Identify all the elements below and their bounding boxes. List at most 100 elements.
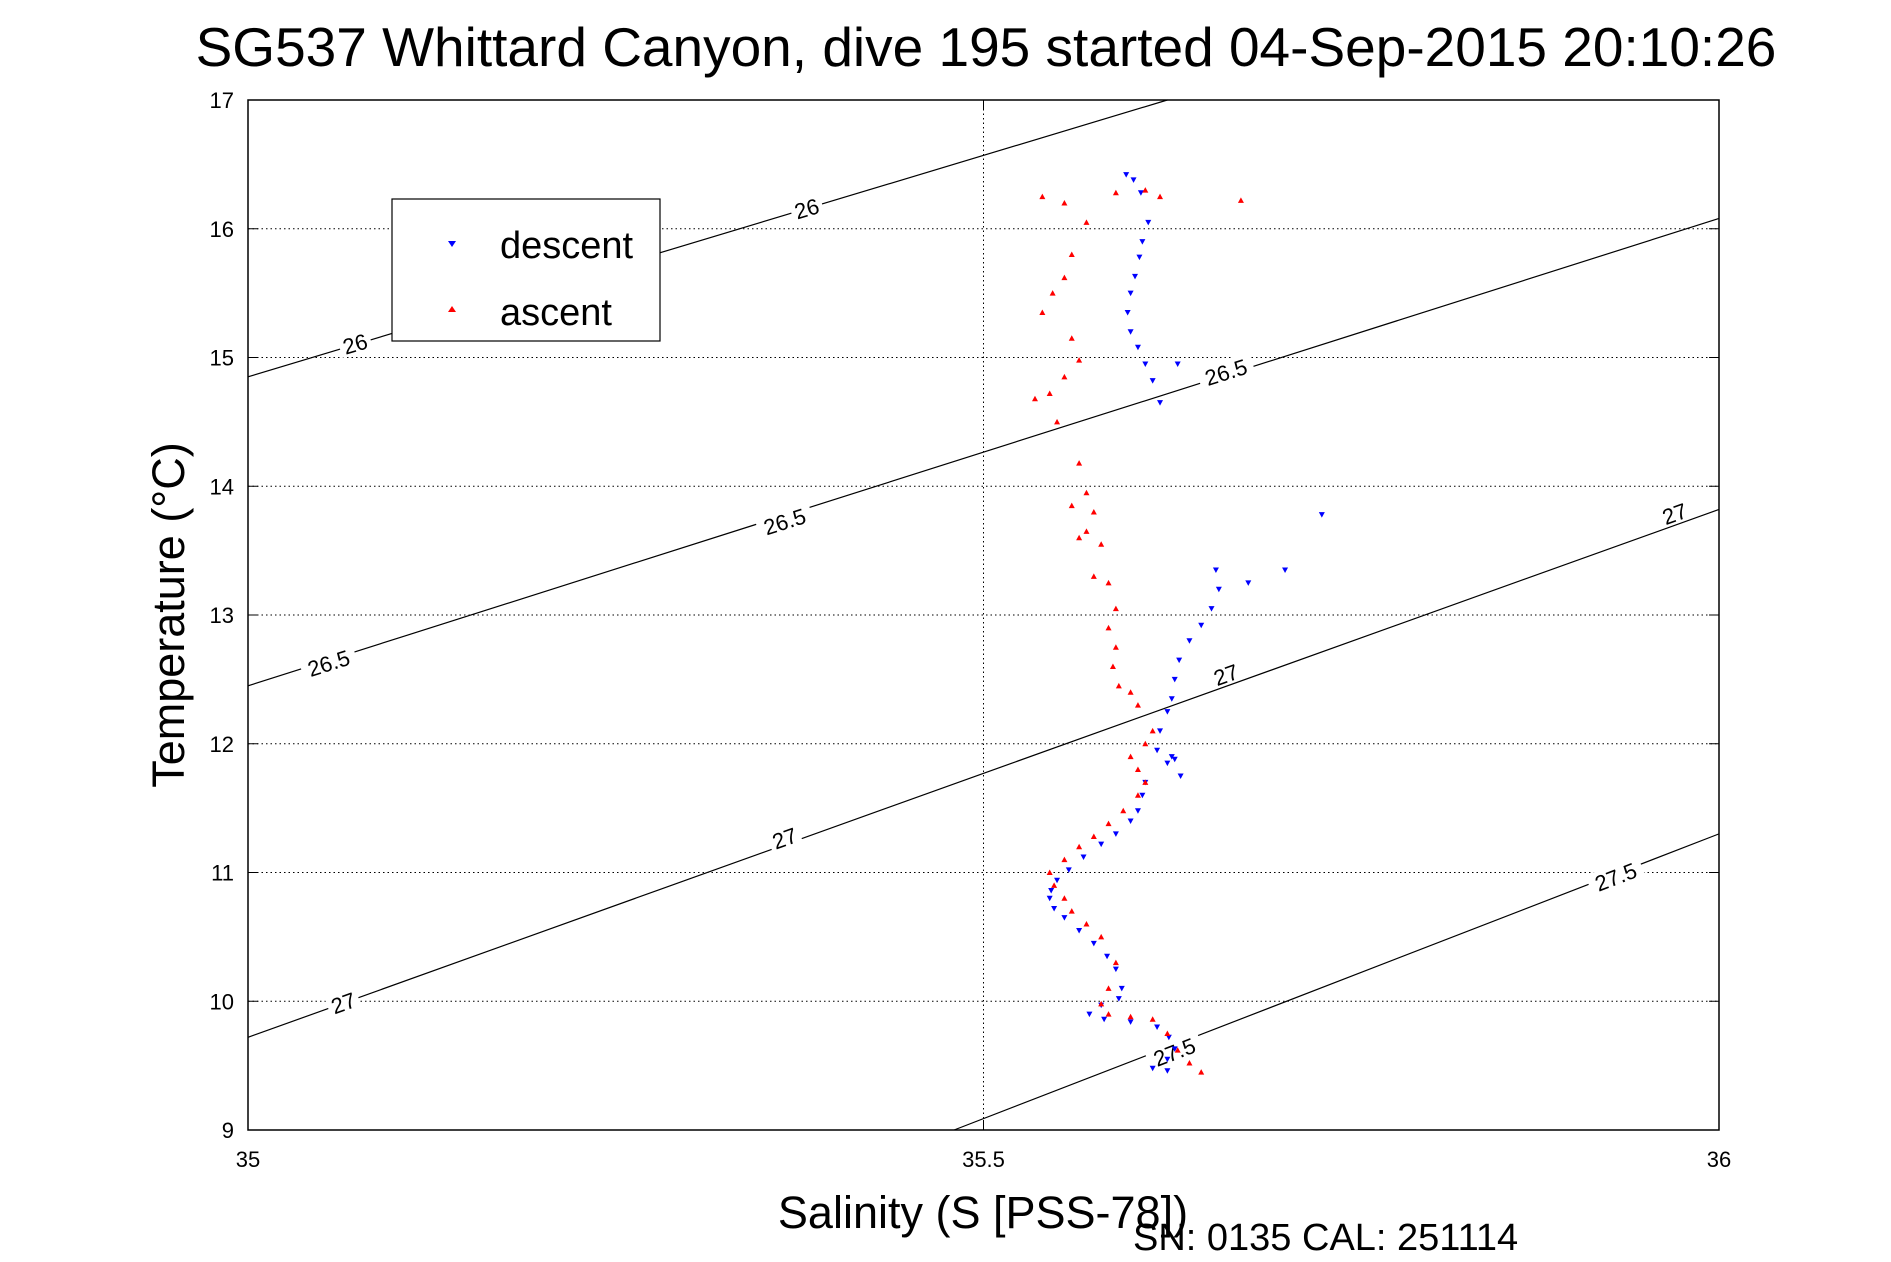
descent-point: [1086, 1011, 1093, 1018]
descent-point: [1124, 309, 1131, 316]
contour-label-bg: [754, 501, 815, 540]
density-contour-label-group: 27: [1655, 496, 1693, 530]
descent-point: [1076, 927, 1083, 934]
descent-point: [1154, 1024, 1161, 1030]
density-contour-label: 27.5: [1150, 1033, 1199, 1072]
density-contour-label-group: 26.5: [1195, 352, 1256, 391]
contour-label-bg: [787, 192, 825, 223]
descent-point: [1164, 760, 1171, 767]
ascent-point: [1039, 309, 1046, 315]
descent-point: [1157, 728, 1164, 734]
density-contour-label-group: 26.5: [298, 643, 359, 682]
ascent-point: [1115, 682, 1122, 689]
descent-point: [1208, 606, 1215, 612]
ascent-point: [1109, 663, 1116, 669]
contour-label-bg: [765, 821, 804, 853]
descent-point: [1198, 622, 1205, 629]
ascent-point: [1098, 541, 1105, 547]
descent-point: [1282, 567, 1289, 573]
ascent-point: [1142, 779, 1149, 785]
ascent-point: [1068, 502, 1075, 509]
series-ascent: [1031, 187, 1244, 1075]
descent-point: [1080, 854, 1087, 861]
descent-point: [1165, 1034, 1172, 1041]
ascent-point: [1098, 1000, 1105, 1007]
data-series: [1031, 172, 1325, 1075]
descent-point: [1051, 906, 1058, 912]
density-contour-label-group: 26.5: [754, 501, 815, 540]
descent-point: [1171, 756, 1178, 763]
x-tick-label: 35.5: [962, 1147, 1005, 1172]
y-axis-label: Temperature (°C): [143, 442, 194, 788]
contour-label-bg: [1655, 496, 1693, 529]
density-contour-line: [247, 99, 1168, 378]
x-tick-label: 36: [1707, 1147, 1731, 1172]
legend-ascent-marker: [448, 306, 456, 312]
descent-point: [1048, 888, 1055, 894]
ascent-point: [1164, 1030, 1171, 1036]
descent-point: [1115, 996, 1122, 1002]
ascent-point: [1076, 534, 1083, 541]
descent-point: [1136, 254, 1143, 261]
descent-point: [1101, 1016, 1108, 1023]
ascent-point: [1061, 373, 1068, 380]
density-contour-label-group: 27: [1206, 657, 1245, 691]
density-contour-label: 26.5: [305, 645, 353, 682]
density-contours: 26 26 26.5 26.5 26.5 27 27 27 27 27.5 27.5: [247, 99, 1720, 1131]
ascent-point: [1142, 187, 1149, 193]
descent-point: [1104, 953, 1111, 960]
descent-point: [1215, 586, 1222, 593]
ascent-point: [1237, 197, 1244, 203]
ascent-point: [1112, 644, 1119, 650]
ascent-point: [1046, 390, 1053, 397]
descent-point: [1154, 747, 1161, 754]
contour-label-bg: [1585, 855, 1646, 897]
legend-ascent-label: ascent: [500, 292, 612, 334]
density-contour-label-group: 27: [324, 986, 362, 1019]
ascent-point: [1134, 702, 1141, 708]
descent-point: [1176, 657, 1183, 664]
descent-point: [1112, 966, 1119, 973]
descent-point: [1177, 773, 1184, 779]
density-contour-label-group: 26: [787, 192, 825, 224]
ascent-point: [1061, 274, 1068, 281]
y-tick-label: 16: [210, 217, 234, 242]
ascent-point: [1112, 605, 1119, 612]
chart-title: SG537 Whittard Canyon, dive 195 started …: [196, 16, 1777, 78]
density-contour-label: 27.5: [1591, 858, 1640, 897]
ascent-point: [1049, 290, 1056, 296]
descent-point: [1164, 709, 1171, 715]
y-tick-label: 9: [222, 1118, 234, 1143]
ascent-point: [1031, 395, 1038, 402]
density-contour-label: 26.5: [1202, 354, 1250, 391]
ascent-point: [1186, 1060, 1193, 1066]
ascent-point: [1112, 189, 1119, 196]
ascent-point: [1051, 882, 1058, 888]
descent-point: [1164, 1056, 1171, 1063]
descent-point: [1123, 172, 1130, 178]
descent-point: [1142, 361, 1149, 367]
ascent-point: [1083, 528, 1090, 534]
descent-point: [1127, 290, 1134, 297]
descent-point: [1127, 818, 1134, 824]
y-tick-label: 14: [210, 474, 234, 499]
y-tick-label: 12: [210, 732, 234, 757]
contour-label-bg: [1195, 352, 1256, 391]
descent-point: [1127, 329, 1134, 335]
ascent-point: [1105, 624, 1112, 631]
descent-point: [1168, 696, 1175, 702]
descent-point: [1130, 177, 1137, 183]
y-tick-label: 10: [210, 989, 234, 1014]
descent-point: [1212, 567, 1219, 573]
ascent-point: [1090, 833, 1097, 839]
y-tick-label: 11: [211, 861, 234, 886]
y-tick-label: 15: [210, 346, 234, 371]
descent-point: [1149, 1065, 1156, 1072]
ascent-point: [1046, 869, 1053, 875]
ascent-point: [1149, 727, 1156, 734]
ascent-point: [1083, 219, 1090, 225]
descent-point: [1134, 808, 1141, 814]
descent-point: [1139, 239, 1146, 245]
ascent-point: [1134, 792, 1141, 798]
